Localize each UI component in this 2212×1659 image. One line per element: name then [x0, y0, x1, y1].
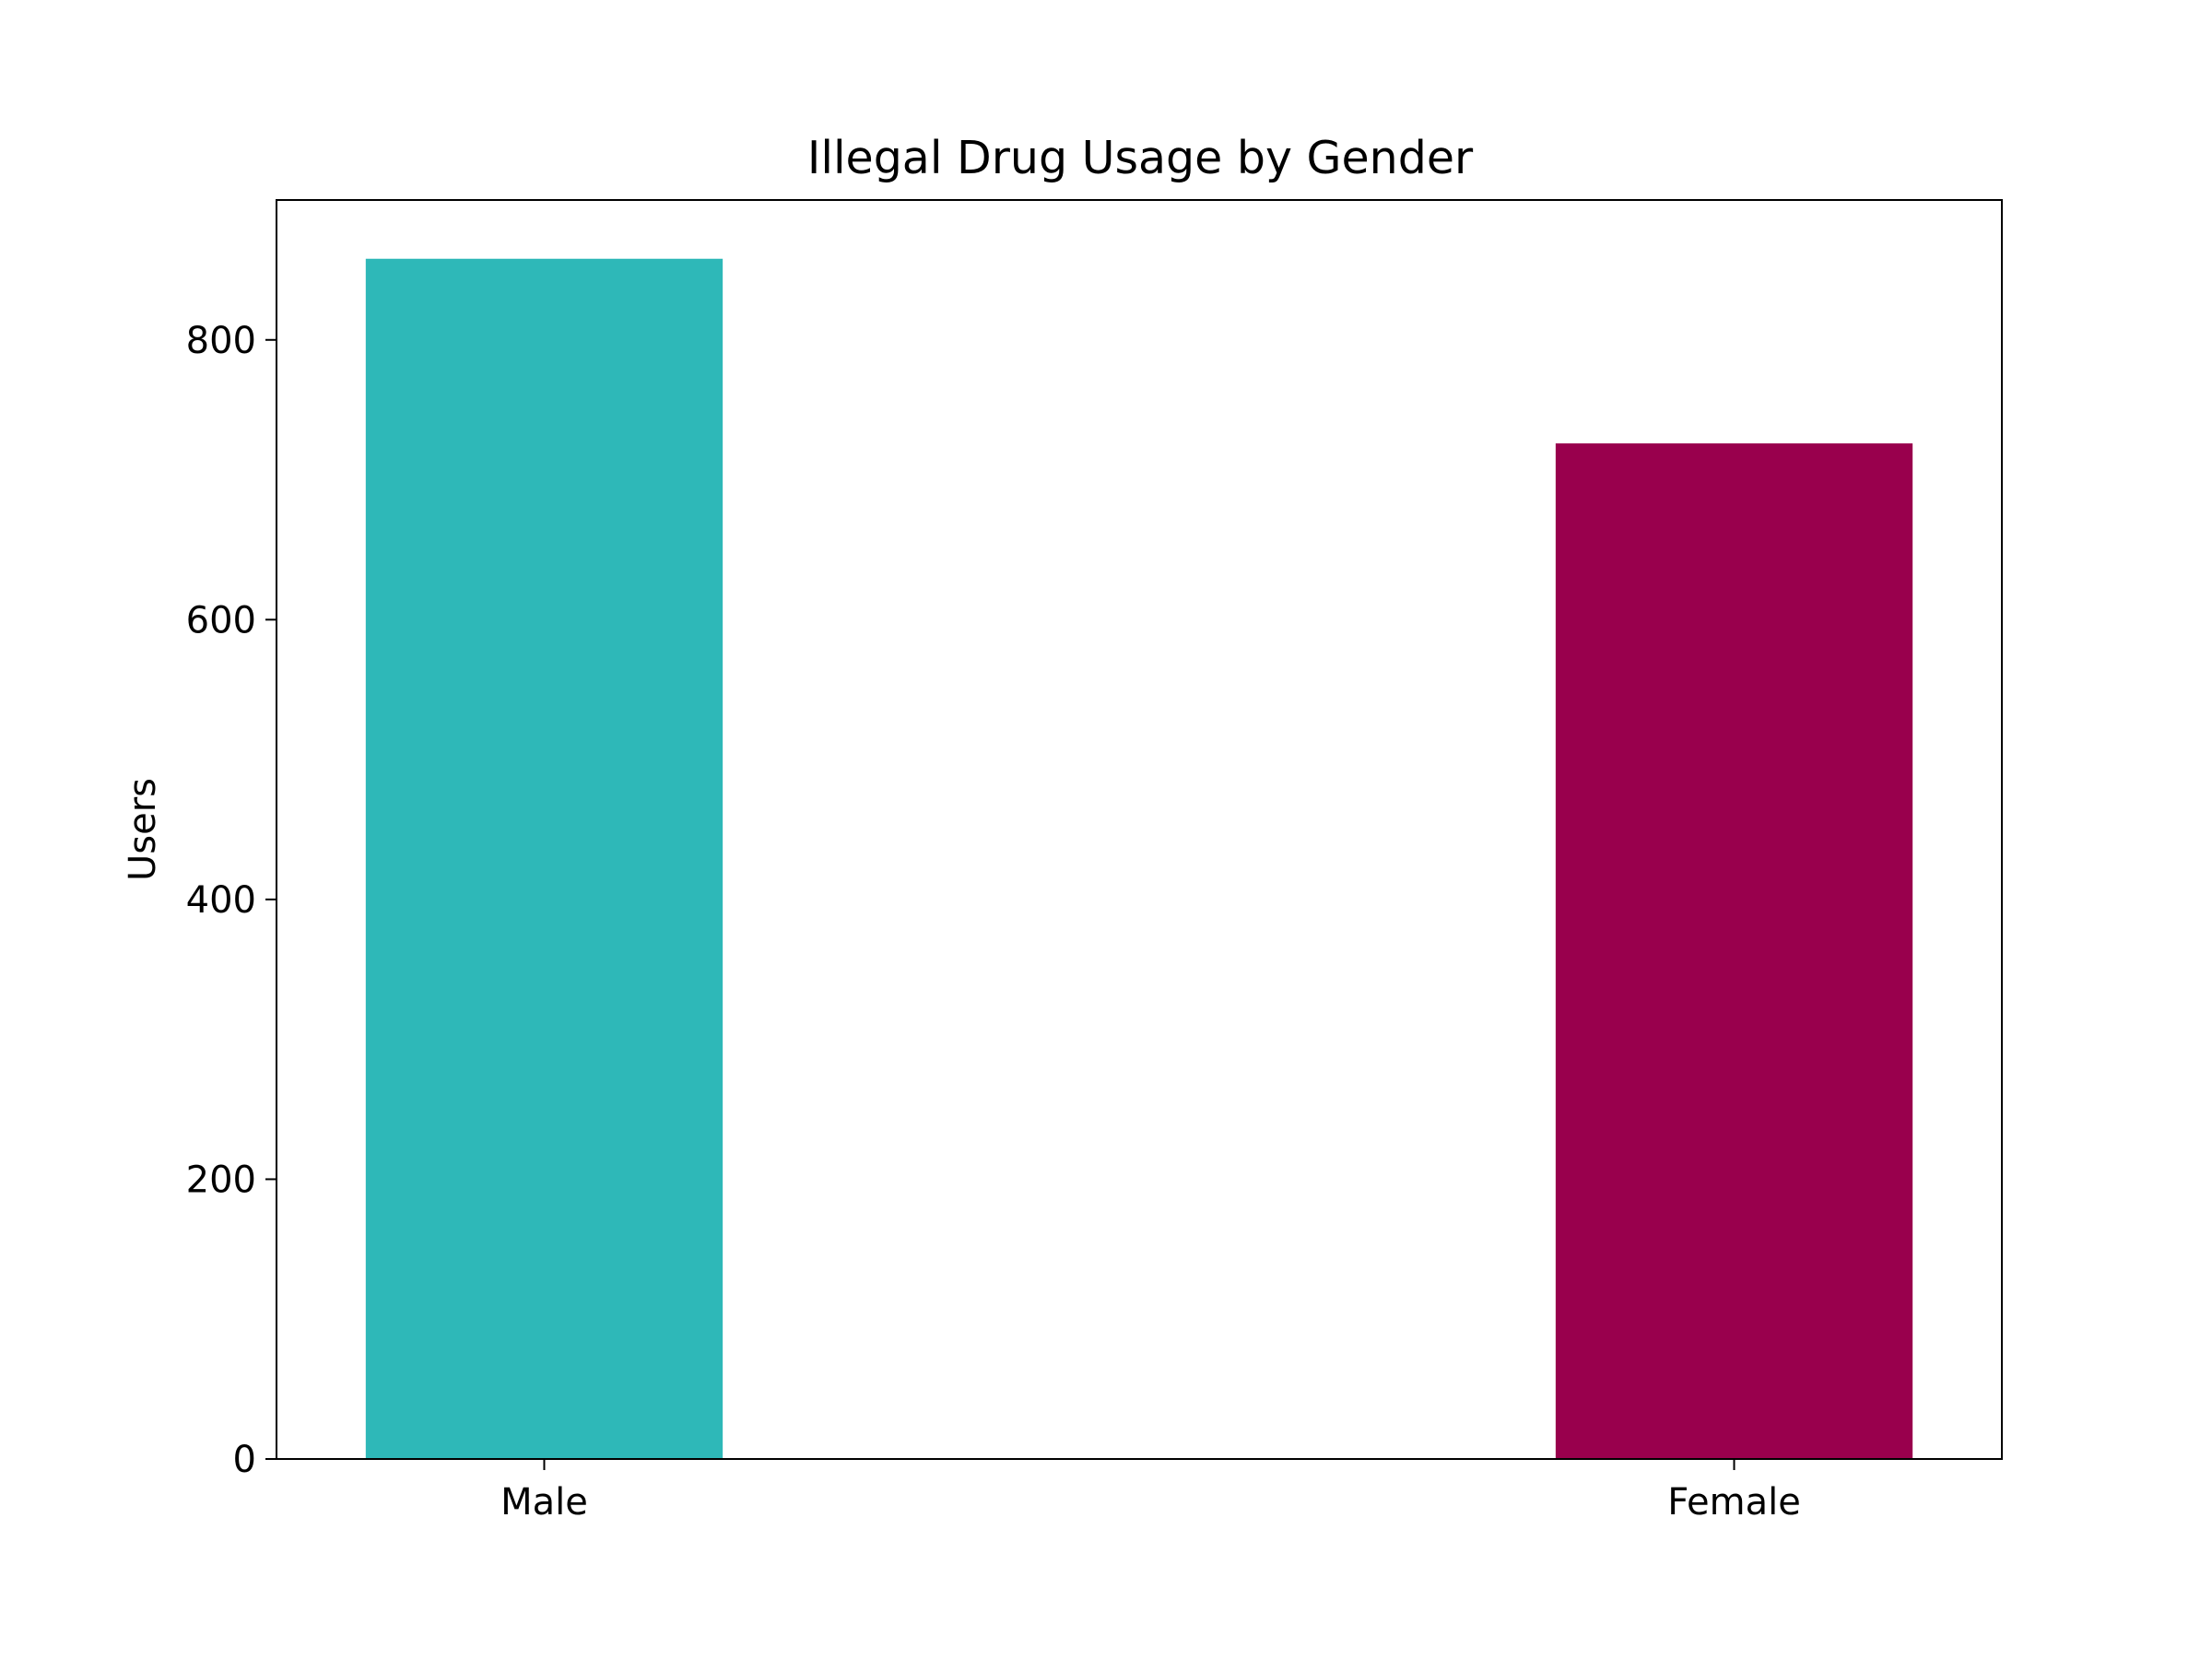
chart-title: Illegal Drug Usage by Gender — [807, 132, 1474, 184]
y-tick-label: 0 — [233, 1439, 256, 1481]
y-axis: 0 200 400 600 800 — [186, 320, 276, 1481]
y-tick-label: 800 — [186, 320, 256, 362]
bar-male — [365, 258, 724, 1459]
y-tick-label: 400 — [186, 879, 256, 922]
x-tick-label: Male — [500, 1481, 588, 1524]
plot-frame — [276, 199, 2003, 1460]
bar-female — [1555, 443, 1913, 1460]
x-tick-label: Female — [1667, 1481, 1801, 1524]
y-tick-label: 600 — [186, 599, 256, 641]
bars-group — [365, 258, 1913, 1460]
y-axis-label: Users — [122, 778, 164, 881]
x-axis: Male Female — [500, 1459, 1801, 1524]
y-tick-label: 200 — [186, 1159, 256, 1201]
